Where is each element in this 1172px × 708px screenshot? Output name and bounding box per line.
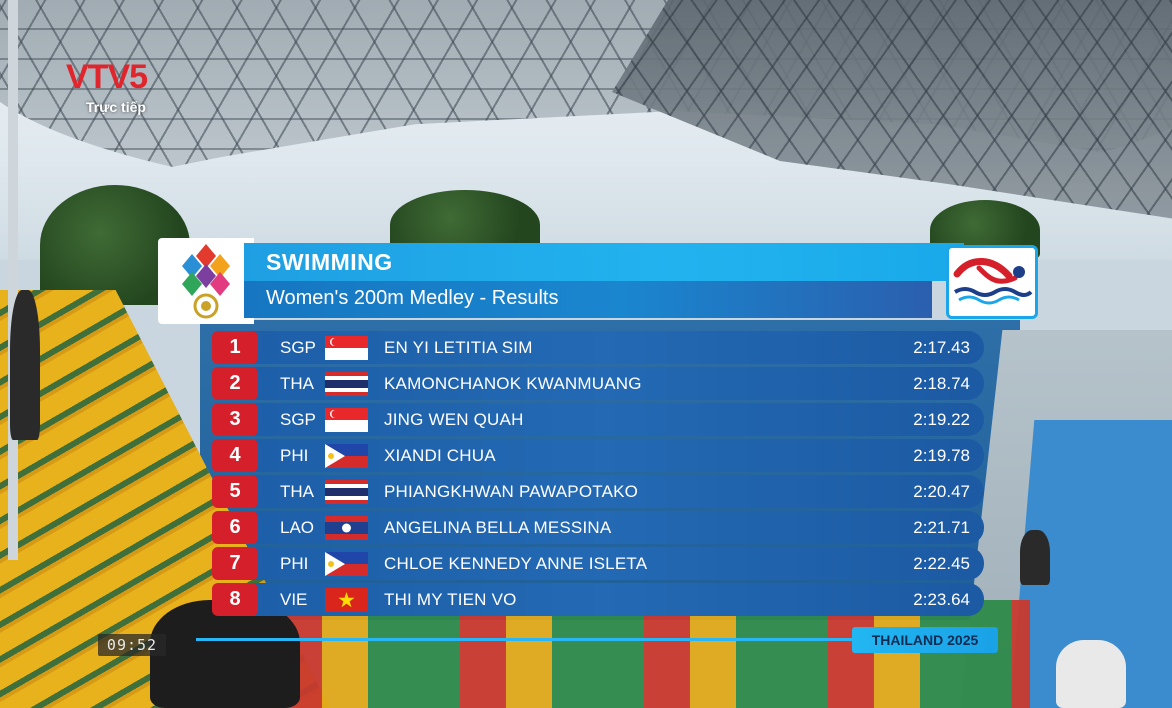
vietnam-flag-icon — [325, 588, 368, 612]
stands-bottom — [230, 600, 1030, 708]
result-row: 4 PHI XIANDI CHUA 2:19.78 — [212, 439, 984, 472]
header-title-bar — [244, 243, 964, 281]
country-code: PHI — [280, 446, 309, 465]
laos-flag-icon — [325, 516, 368, 540]
result-row: 5 THA PHIANGKHWAN PAWAPOTAKO 2:20.47 — [212, 475, 984, 508]
country-code: VIE — [280, 590, 308, 609]
rank-badge: 7 — [212, 547, 258, 580]
country-code: THA — [280, 482, 314, 501]
clock: 09:52 — [98, 634, 166, 656]
finish-time: 2:21.71 — [913, 518, 970, 537]
finish-time: 2:20.47 — [913, 482, 970, 501]
rank-badge: 5 — [212, 475, 258, 508]
athlete-name: ANGELINA BELLA MESSINA — [384, 518, 612, 537]
logo-letters: VTV — [66, 58, 130, 96]
finish-time: 2:23.64 — [913, 590, 970, 609]
vtv5-logo: VTV5 — [66, 58, 170, 97]
athlete-name: CHLOE KENNEDY ANNE ISLETA — [384, 554, 648, 573]
result-row: 1 SGP EN YI LETITIA SIM 2:17.43 — [212, 331, 984, 364]
rank-badge: 8 — [212, 583, 258, 616]
result-row: 7 PHI CHLOE KENNEDY ANNE ISLETA 2:22.45 — [212, 547, 984, 580]
philippines-flag-icon — [325, 444, 368, 468]
rank-badge: 2 — [212, 367, 258, 400]
rank-badge: 4 — [212, 439, 258, 472]
official — [1020, 530, 1050, 585]
official — [1056, 640, 1126, 708]
sea-games-logo — [158, 238, 254, 324]
singapore-flag-icon — [325, 336, 368, 360]
athlete-name: THI MY TIEN VO — [384, 590, 517, 609]
country-code: SGP — [280, 410, 316, 429]
finish-time: 2:17.43 — [913, 338, 970, 357]
logo-number: 5 — [129, 58, 148, 96]
athlete-name: KAMONCHANOK KWANMUANG — [384, 374, 642, 393]
country-code: PHI — [280, 554, 309, 573]
rank-badge: 1 — [212, 331, 258, 364]
thailand-flag-icon — [325, 372, 368, 396]
athlete-name: PHIANGKHWAN PAWAPOTAKO — [384, 482, 639, 501]
result-row: 2 THA KAMONCHANOK KWANMUANG 2:18.74 — [212, 367, 984, 400]
light-pole — [8, 0, 18, 560]
spectator — [10, 290, 40, 440]
finish-time: 2:19.22 — [913, 410, 970, 429]
rank-badge: 6 — [212, 511, 258, 544]
graphic-baseline — [196, 638, 996, 641]
philippines-flag-icon — [325, 552, 368, 576]
athlete-name: JING WEN QUAH — [384, 410, 524, 429]
singapore-flag-icon — [325, 408, 368, 432]
country-code: LAO — [280, 518, 315, 537]
swimmer-icon — [953, 258, 1033, 305]
header-subtitle-bar — [244, 281, 932, 318]
rank-badge: 3 — [212, 403, 258, 436]
country-code: THA — [280, 374, 314, 393]
finish-time: 2:18.74 — [913, 374, 970, 393]
event-subtitle: Women's 200m Medley - Results — [266, 287, 559, 309]
finish-time: 2:22.45 — [913, 554, 970, 573]
thailand-flag-icon — [325, 480, 368, 504]
result-row: 3 SGP JING WEN QUAH 2:19.22 — [212, 403, 984, 436]
sport-title: SWIMMING — [266, 249, 393, 275]
swimming-pictogram — [946, 245, 1038, 319]
result-row: 6 LAO ANGELINA BELLA MESSINA 2:21.71 — [212, 511, 984, 544]
host-tag: THAILAND 2025 — [852, 627, 998, 653]
country-code: SGP — [280, 338, 316, 357]
athlete-name: XIANDI CHUA — [384, 446, 496, 465]
live-label: Trực tiếp — [86, 99, 146, 115]
athlete-name: EN YI LETITIA SIM — [384, 338, 533, 357]
result-row: 8 VIE THI MY TIEN VO 2:23.64 — [212, 583, 984, 616]
sea-games-emblem-icon — [182, 244, 230, 319]
spectator-foreground — [150, 600, 300, 708]
finish-time: 2:19.78 — [913, 446, 970, 465]
